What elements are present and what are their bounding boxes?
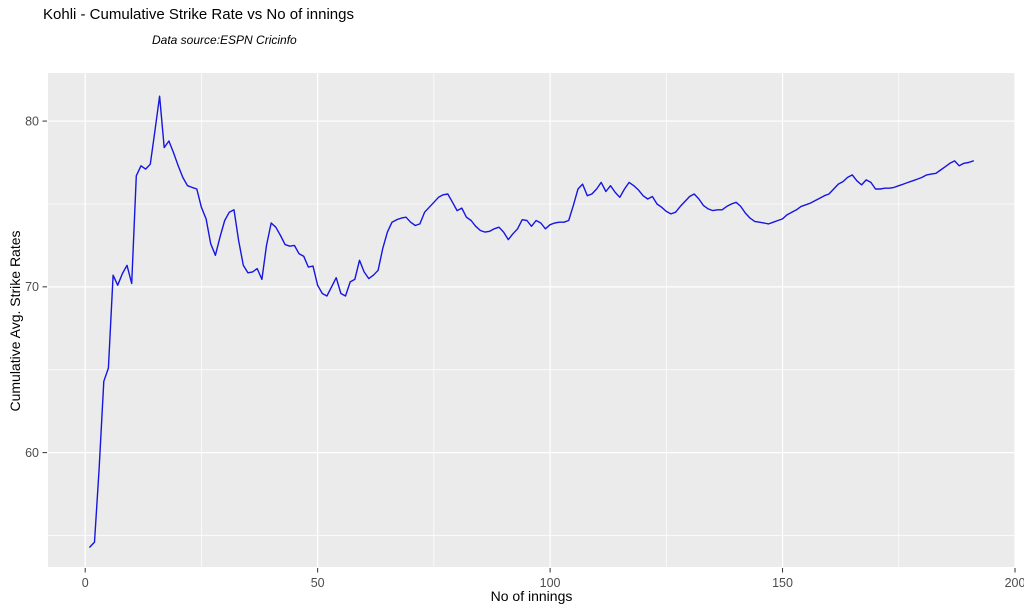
panel-background <box>48 73 1015 567</box>
y-tick-label: 60 <box>25 446 39 460</box>
y-axis-title: Cumulative Avg. Strike Rates <box>7 230 23 412</box>
y-tick-label: 70 <box>25 280 39 294</box>
x-tick-label: 0 <box>82 576 89 590</box>
x-axis-title: No of innings <box>490 588 573 604</box>
y-tick-label: 80 <box>25 114 39 128</box>
chart-title: Kohli - Cumulative Strike Rate vs No of … <box>43 6 354 23</box>
chart-subtitle: Data source:ESPN Cricinfo <box>152 33 297 47</box>
series-line <box>89 95 974 548</box>
x-tick-label: 200 <box>1005 576 1024 590</box>
x-tick-label: 100 <box>540 576 561 590</box>
x-tick-label: 150 <box>772 576 793 590</box>
x-tick-label: 50 <box>311 576 325 590</box>
